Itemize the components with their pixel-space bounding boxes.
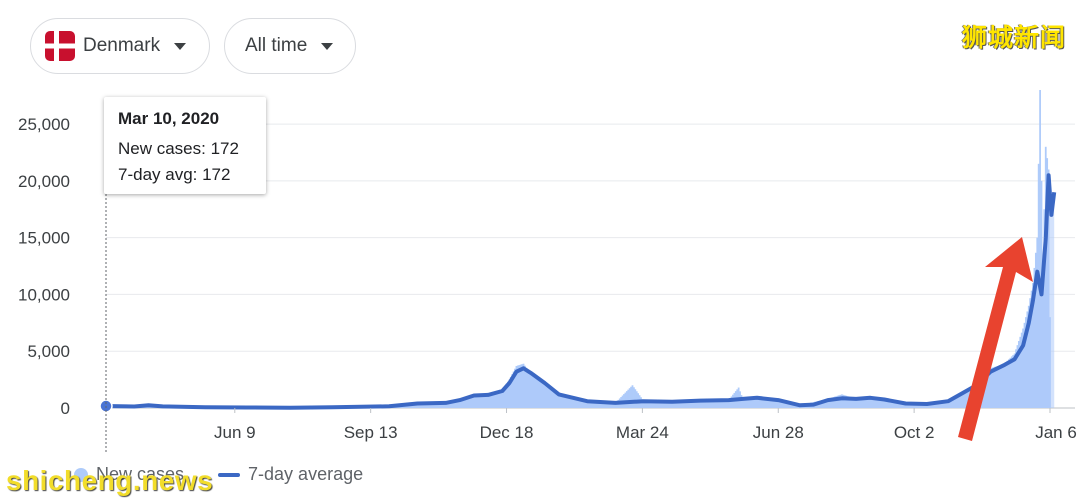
x-tick-label: Sep 13 [344, 423, 398, 442]
axis-layer: 25,000 20,000 15,000 10,000 5,000 0 Jun 9 Sep 1… [18, 110, 1077, 453]
x-tick-label: Oct 2 [894, 423, 935, 442]
arrow-annotation [958, 237, 1033, 441]
new-cases-bar [625, 391, 628, 408]
watermark-logo-top: 狮城新闻 [961, 24, 1066, 52]
avg-line [99, 173, 1057, 413]
avg-area-fill [106, 175, 1055, 408]
country-label: Denmark [83, 35, 161, 56]
chevron-down-icon [321, 42, 334, 50]
x-tick-label: Jun 9 [214, 423, 256, 442]
y-tick-label: 5,000 [27, 342, 70, 361]
chevron-down-icon [174, 42, 187, 50]
x-tick-label: Dec 18 [480, 423, 534, 442]
country-selector[interactable]: Denmark [30, 18, 210, 74]
tooltip-avg: 7-day avg: 172 [118, 165, 231, 184]
y-tick-label: 20,000 [18, 172, 70, 191]
watermark-site: shicheng.news [6, 465, 214, 496]
x-tick-label: Mar 24 [616, 423, 669, 442]
new-cases-bar [633, 387, 635, 408]
avg-legend-swatch [218, 472, 241, 477]
avg-area [106, 175, 1055, 408]
new-cases-bar [634, 389, 637, 408]
denmark-flag-icon [45, 31, 75, 61]
y-tick-label: 15,000 [18, 229, 70, 248]
legend-avg: 7-day average [248, 464, 364, 484]
new-cases-bar [628, 388, 631, 408]
tooltip-new-cases: New cases: 172 [118, 139, 239, 158]
chart-legend: New cases 7-day average [74, 464, 363, 485]
x-tick-label: Jan 6 [1035, 423, 1077, 442]
new-cases-bar [630, 386, 632, 408]
time-range-selector[interactable]: All time [224, 18, 356, 74]
new-cases-legend-swatch [74, 467, 88, 482]
x-tick-label: Jun 28 [753, 423, 804, 442]
new-cases-bar [631, 385, 634, 408]
time-range-label: All time [245, 35, 308, 56]
y-tick-label: 0 [61, 399, 70, 418]
legend-new-cases: New cases [96, 464, 185, 484]
red-arrow-icon [958, 237, 1033, 441]
y-tick-label: 25,000 [18, 115, 70, 134]
cases-chart[interactable]: 25,000 20,000 15,000 10,000 5,000 0 Jun 9 Sep 1… [0, 90, 1080, 460]
new-cases-bar [627, 389, 630, 408]
new-cases-bar [1039, 90, 1041, 408]
avg-line-path [105, 173, 1057, 410]
tooltip-date: Mar 10, 2020 [118, 109, 220, 128]
y-tick-label: 10,000 [18, 285, 70, 304]
hover-tooltip: Mar 10, 2020 New cases: 172 7-day avg: 1… [104, 97, 266, 194]
